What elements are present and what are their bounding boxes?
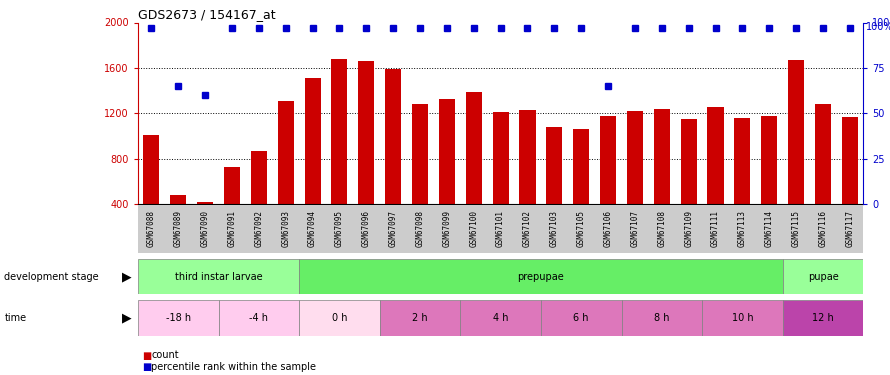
Text: GSM67111: GSM67111 [711, 210, 720, 247]
Bar [331, 59, 347, 204]
Bar [734, 118, 750, 204]
Bar [492, 112, 509, 204]
Bar [138, 259, 299, 294]
Bar [219, 300, 299, 336]
Text: GSM67089: GSM67089 [174, 210, 182, 247]
Bar [654, 109, 670, 204]
Text: GSM67101: GSM67101 [496, 210, 506, 247]
Bar [143, 135, 159, 204]
Bar [788, 60, 805, 204]
Bar [460, 300, 541, 336]
Text: GSM67116: GSM67116 [819, 210, 828, 247]
Text: GSM67095: GSM67095 [335, 210, 344, 247]
Bar [702, 300, 782, 336]
Bar [782, 300, 863, 336]
Bar [621, 300, 702, 336]
Bar [251, 151, 267, 204]
Bar [842, 117, 858, 204]
Text: GSM67105: GSM67105 [577, 210, 586, 247]
Text: pupae: pupae [807, 272, 838, 282]
Bar [546, 127, 562, 204]
Text: third instar larvae: third instar larvae [174, 272, 263, 282]
Bar [520, 110, 536, 204]
Text: GSM67106: GSM67106 [603, 210, 612, 247]
Bar [170, 195, 186, 204]
Bar [600, 116, 616, 204]
Text: GSM67093: GSM67093 [281, 210, 290, 247]
Text: percentile rank within the sample: percentile rank within the sample [151, 362, 316, 372]
Text: GSM67107: GSM67107 [630, 210, 639, 247]
Bar [304, 78, 320, 204]
Text: 8 h: 8 h [654, 313, 669, 323]
Text: 6 h: 6 h [573, 313, 589, 323]
Bar [815, 104, 831, 204]
Text: GSM67099: GSM67099 [442, 210, 451, 247]
Bar [573, 129, 589, 204]
Text: -18 h: -18 h [166, 313, 190, 323]
Bar [359, 61, 375, 204]
Text: GSM67114: GSM67114 [765, 210, 773, 247]
Text: GSM67108: GSM67108 [658, 210, 667, 247]
Text: 100%: 100% [865, 22, 890, 33]
Bar [708, 106, 724, 204]
Bar [278, 101, 294, 204]
Text: 4 h: 4 h [493, 313, 508, 323]
Text: GSM67091: GSM67091 [228, 210, 237, 247]
Text: GSM67115: GSM67115 [791, 210, 801, 247]
Bar [299, 259, 782, 294]
Text: GSM67103: GSM67103 [550, 210, 559, 247]
Text: development stage: development stage [4, 272, 99, 282]
Text: GSM67100: GSM67100 [469, 210, 478, 247]
Text: GSM67090: GSM67090 [200, 210, 210, 247]
Bar [439, 99, 455, 204]
Text: 2 h: 2 h [412, 313, 428, 323]
Bar [138, 300, 219, 336]
Text: 10 h: 10 h [732, 313, 753, 323]
Text: time: time [4, 313, 27, 323]
Text: GSM67098: GSM67098 [416, 210, 425, 247]
Bar [380, 300, 460, 336]
Text: GDS2673 / 154167_at: GDS2673 / 154167_at [138, 8, 276, 21]
Text: ■: ■ [142, 351, 151, 360]
Bar [681, 118, 697, 204]
Text: GSM67117: GSM67117 [846, 210, 854, 247]
Bar [541, 300, 621, 336]
Text: 0 h: 0 h [332, 313, 347, 323]
Bar [761, 116, 777, 204]
Bar [385, 69, 401, 204]
Text: prepupae: prepupae [518, 272, 564, 282]
Text: GSM67113: GSM67113 [738, 210, 747, 247]
Text: GSM67109: GSM67109 [684, 210, 693, 247]
Text: GSM67094: GSM67094 [308, 210, 317, 247]
Text: count: count [151, 351, 179, 360]
Text: ▶: ▶ [122, 311, 132, 324]
Text: -4 h: -4 h [249, 313, 269, 323]
Bar [782, 259, 863, 294]
Bar [197, 202, 214, 204]
Text: GSM67097: GSM67097 [389, 210, 398, 247]
Bar [224, 167, 240, 204]
Bar [465, 92, 481, 204]
Text: GSM67092: GSM67092 [255, 210, 263, 247]
Text: GSM67096: GSM67096 [362, 210, 371, 247]
Text: GSM67102: GSM67102 [523, 210, 532, 247]
Bar [299, 300, 380, 336]
Bar [412, 104, 428, 204]
Text: 12 h: 12 h [813, 313, 834, 323]
Text: GSM67088: GSM67088 [147, 210, 156, 247]
Bar [627, 111, 643, 204]
Text: ▶: ▶ [122, 270, 132, 283]
Text: ■: ■ [142, 362, 151, 372]
